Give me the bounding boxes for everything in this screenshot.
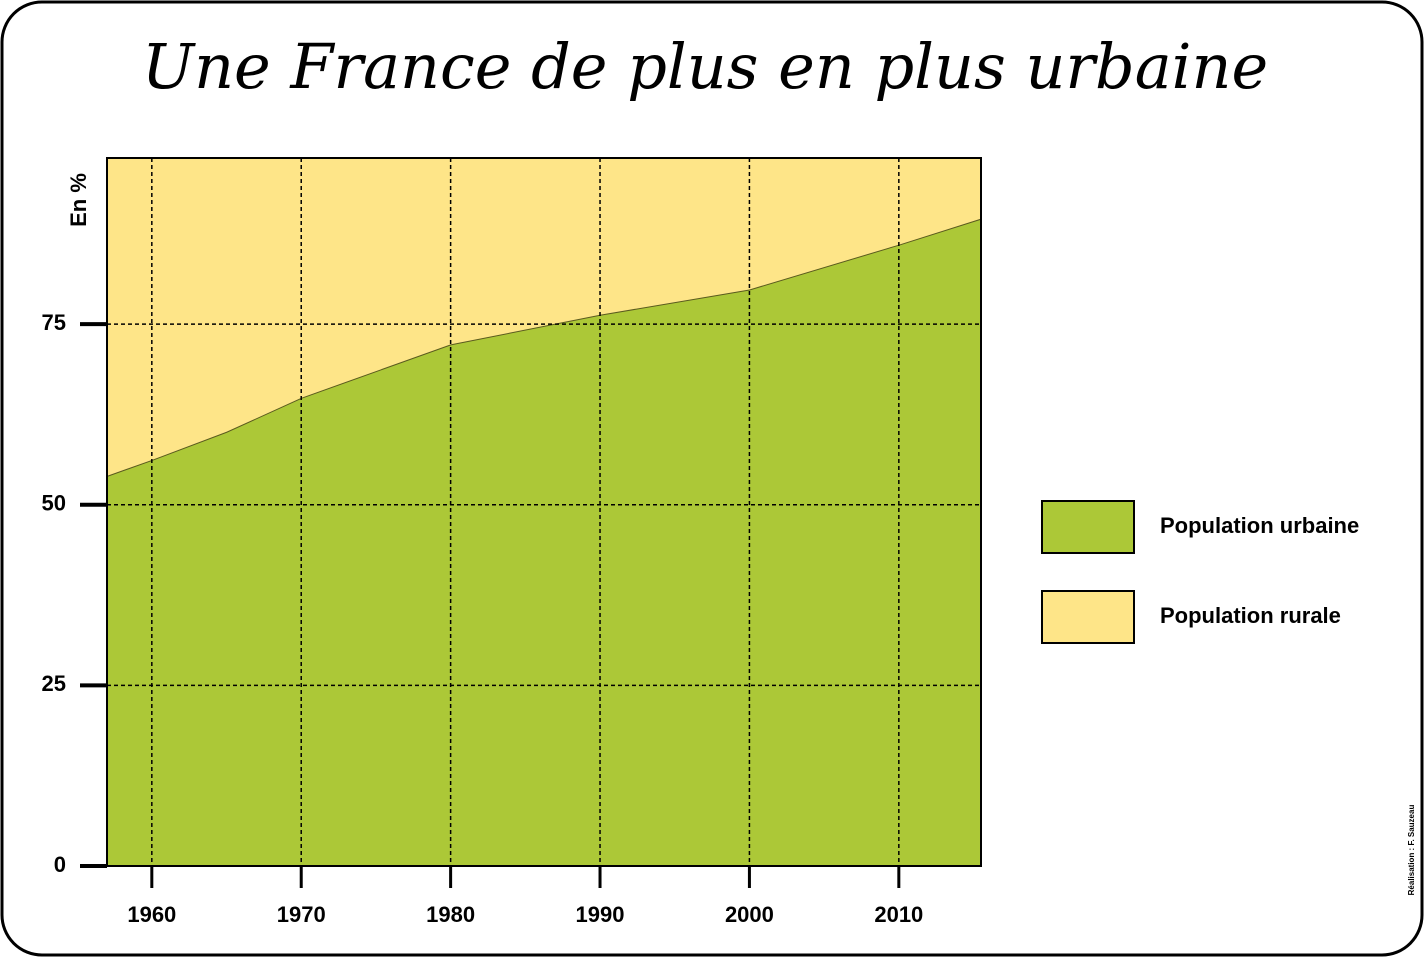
credit: Réalisation : F. Sauzeau [1407,805,1416,896]
y-tick-label: 0 [54,852,66,877]
y-tick-label: 75 [42,310,66,335]
y-tick-label: 25 [42,671,66,696]
plot-area [107,158,981,866]
area [107,158,981,476]
legend-label: Population urbaine [1160,513,1359,538]
plot-border [106,157,982,867]
x-tick-label: 1960 [127,902,176,927]
x-tick-label: 2000 [725,902,774,927]
y-tick-label: 50 [42,491,66,516]
legend-swatch [1041,500,1135,554]
x-tick-label: 1980 [426,902,475,927]
y-axis-label: En % [66,173,91,227]
overlay: 0 25 50 75 1960 1970 1980 1990 2000 2010 Populatio… [42,157,1359,927]
area [107,218,981,866]
legend-label: Population rurale [1160,603,1341,628]
x-tick-label: 1990 [576,902,625,927]
legend-swatch [1041,590,1135,644]
chart-title: Une France de plus en plus urbaine [142,30,1268,103]
x-tick-label: 2010 [874,902,923,927]
x-tick-label: 1970 [277,902,326,927]
